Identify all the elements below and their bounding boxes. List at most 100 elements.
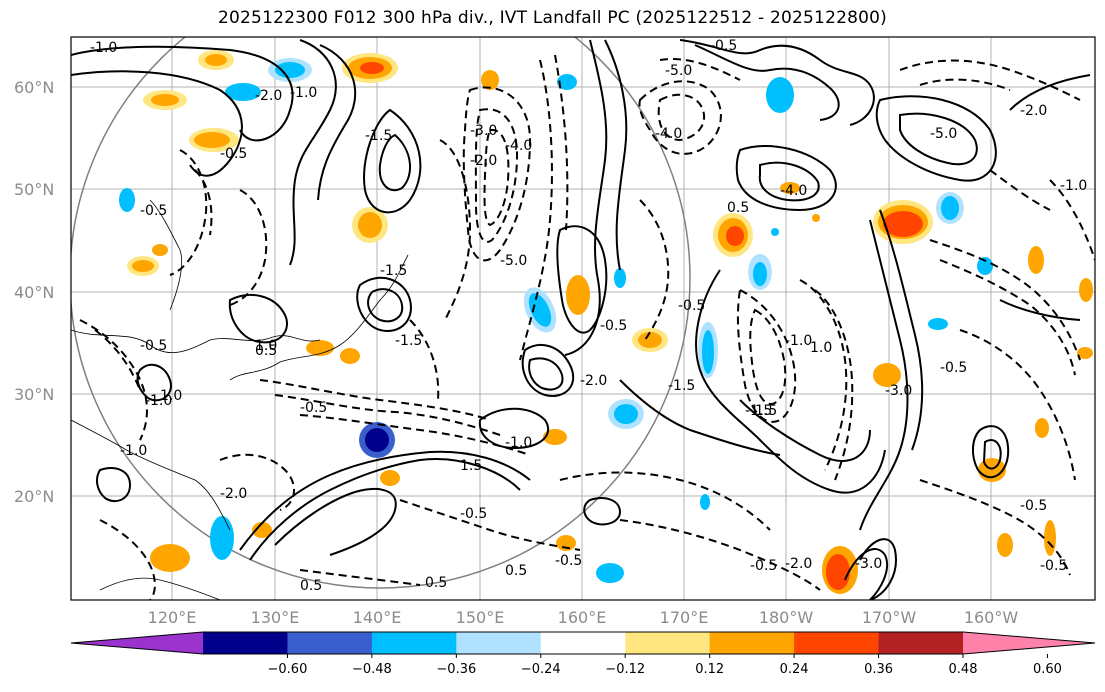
lat-label: 40°N — [14, 283, 54, 302]
contour-label: 1.0 — [160, 388, 182, 404]
lon-label: 130°E — [251, 608, 300, 627]
lon-label: 140°E — [353, 608, 402, 627]
contour-label: 1.5 — [460, 458, 482, 474]
colorbar-tick-label: −0.24 — [521, 662, 561, 677]
contour-positive — [859, 538, 897, 600]
contour-label: 1.0 — [810, 340, 832, 356]
shade-blob — [152, 244, 168, 256]
contour-positive — [556, 225, 608, 334]
contour-positive — [289, 39, 337, 266]
contour-label: 0.5 — [505, 563, 527, 579]
contour-positive — [859, 219, 909, 531]
contour-label: -3.0 — [855, 556, 882, 572]
contour-label: -0.5 — [140, 338, 167, 354]
contour-label: -0.5 — [460, 506, 487, 522]
contour-negative — [657, 93, 706, 142]
contour-negative — [409, 319, 440, 401]
contour-positive — [735, 145, 837, 212]
contour-label: -1.0 — [505, 435, 532, 451]
contour-negative — [554, 54, 569, 231]
contour-positive — [879, 209, 924, 451]
shade-blob — [557, 74, 577, 90]
contour-label: -2.0 — [470, 153, 497, 169]
colorbar-tick-label: −0.48 — [352, 662, 392, 677]
contour-label: -1.0 — [290, 85, 317, 101]
shade-blob — [997, 533, 1013, 557]
contour-positive — [317, 44, 357, 201]
contour-label: -1.5 — [365, 128, 392, 144]
lon-label: 170°W — [862, 608, 917, 627]
contour-label: 0.5 — [425, 575, 447, 591]
shade-blob — [225, 83, 261, 101]
contour-negative — [1049, 179, 1095, 261]
shade-blob — [638, 332, 662, 348]
contour-label: -0.5 — [140, 203, 167, 219]
shade-blob — [380, 470, 400, 486]
range-circle — [71, 37, 691, 589]
contour-positive — [695, 269, 886, 494]
lon-label: 160°W — [964, 608, 1019, 627]
contour-negative — [274, 394, 501, 436]
contour-positive — [274, 488, 397, 556]
contour-positive — [679, 39, 875, 126]
contour-negative — [219, 453, 295, 511]
colorbar-tick-label: −0.36 — [436, 662, 476, 677]
contour-label: 1.5 — [755, 403, 777, 419]
colorbar-tick-label: 0.36 — [864, 662, 893, 677]
contour-negative — [619, 519, 821, 591]
shade-blob — [700, 494, 710, 510]
coastline — [71, 419, 231, 531]
shade-blob — [726, 226, 744, 246]
contour-negative — [559, 471, 771, 531]
contour-positive — [228, 294, 288, 344]
contour-positive — [604, 39, 628, 271]
contour-negative — [939, 259, 1076, 376]
coastline — [149, 199, 183, 311]
contour-label: -0.5 — [220, 146, 247, 162]
contour-label: -3.0 — [470, 123, 497, 139]
contour-label: -5.0 — [500, 253, 527, 269]
divergence-shading — [119, 50, 1093, 594]
shade-blob — [766, 77, 794, 113]
contour-positive — [239, 450, 531, 551]
negative-contours — [79, 54, 1095, 600]
contour-label: -5.0 — [930, 126, 957, 142]
graticule — [71, 37, 1095, 600]
lat-label: 50°N — [14, 180, 54, 199]
colorbar-segment — [540, 632, 626, 654]
contour-label: -1.0 — [120, 443, 147, 459]
lon-label: 160°E — [558, 608, 607, 627]
contour-positive — [363, 108, 422, 214]
contour-label: -1.5 — [745, 403, 772, 419]
contour-negative — [989, 169, 1051, 211]
contour-negative — [439, 139, 472, 321]
shade-blob — [614, 268, 626, 288]
shade-blob — [702, 330, 714, 374]
shade-blob — [873, 363, 901, 387]
shade-blob — [556, 535, 576, 551]
lat-label: 60°N — [14, 78, 54, 97]
contour-label: 0.5 — [255, 343, 277, 359]
colorbar-tick-label: 0.24 — [780, 662, 809, 677]
shade-blob — [780, 182, 800, 194]
positive-contours — [71, 39, 1091, 600]
contour-label: -1.5 — [668, 378, 695, 394]
coastlines — [71, 199, 409, 600]
colorbar-tick-label: 0.12 — [695, 662, 724, 677]
contour-label: -0.5 — [300, 400, 327, 416]
contour-negative — [99, 519, 156, 600]
contour-label: -0.5 — [750, 558, 777, 574]
shade-blob — [941, 196, 959, 220]
contour-positive — [478, 407, 550, 450]
contour-labels: -1.0 -2.0 -1.0 -1.5 -0.5 -3.0 -4.0 -5.0 … — [90, 38, 1087, 594]
contour-label: 1.0 — [255, 338, 277, 354]
contour-positive — [844, 548, 889, 600]
latitude-labels: 60°N 50°N 40°N 30°N 20°N — [14, 78, 54, 506]
shade-blob — [614, 404, 638, 424]
contour-negative — [462, 86, 532, 262]
colorbar-segment — [878, 632, 964, 654]
shade-blob — [543, 429, 567, 445]
contour-negative — [483, 128, 510, 227]
shade-blob — [481, 70, 499, 90]
